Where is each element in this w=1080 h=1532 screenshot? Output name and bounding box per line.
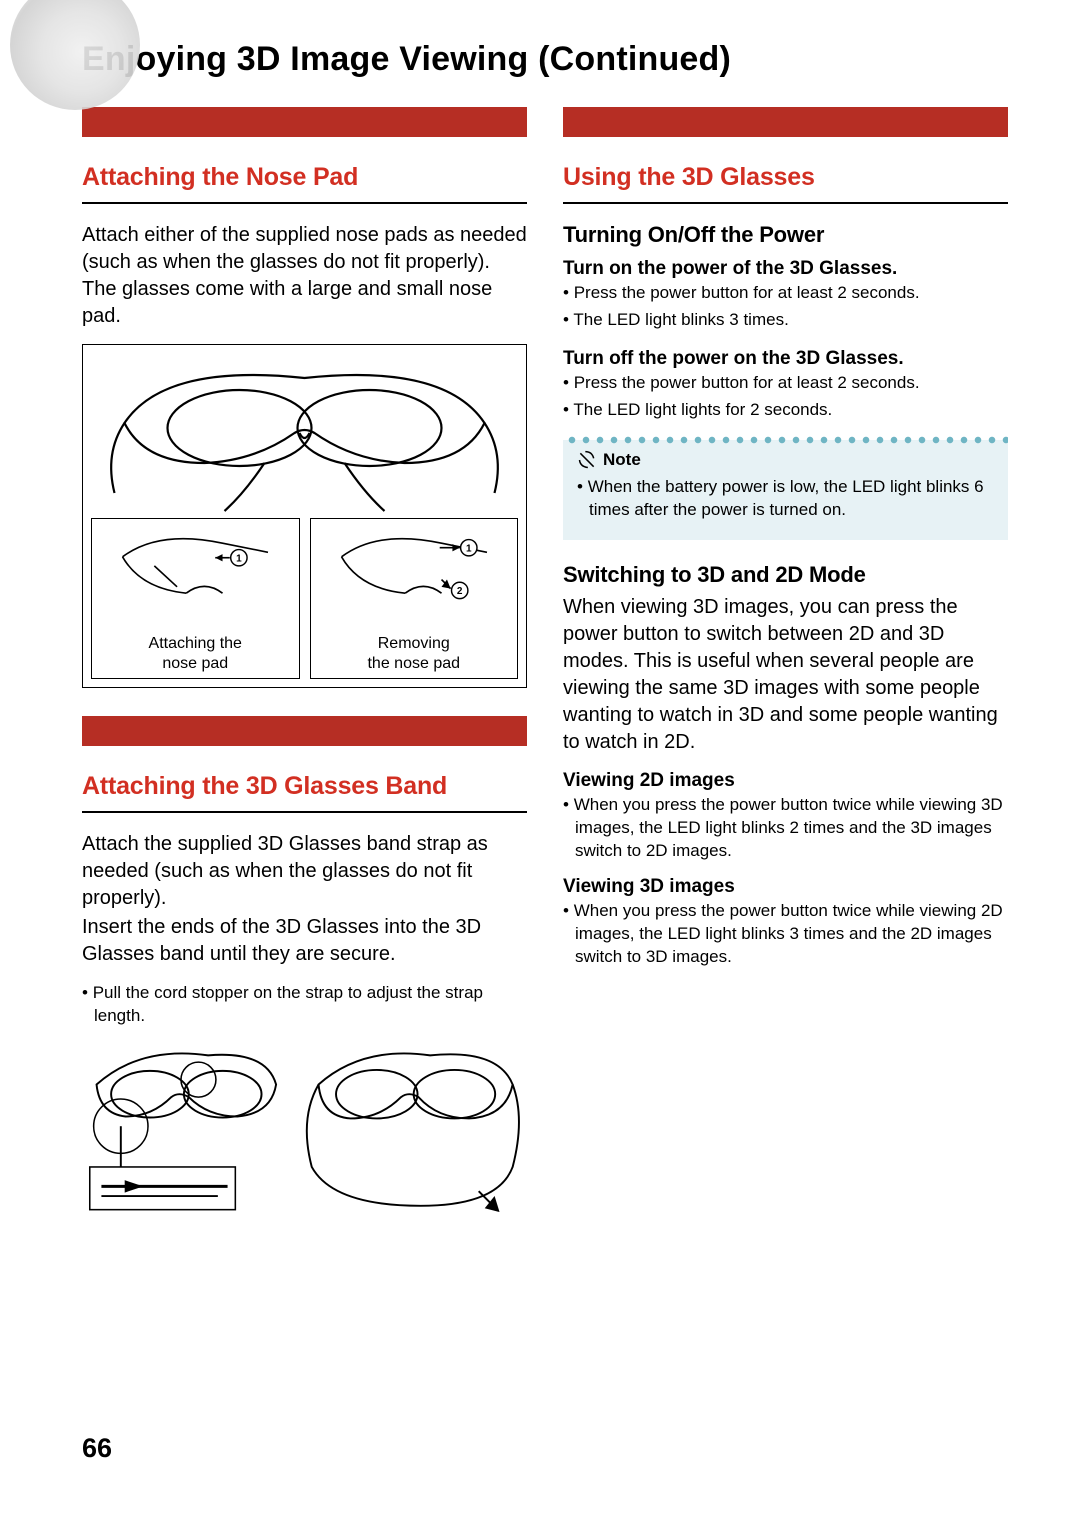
attach-caption-l2: nose pad	[162, 655, 228, 672]
section-heading-band: Attaching the 3D Glasses Band	[82, 772, 527, 813]
remove-nose-pad-diagram: 1 2	[315, 525, 514, 625]
remove-caption: Removing the nose pad	[315, 634, 514, 674]
nose-pad-figure: 1 Attaching the nose pad	[82, 344, 527, 688]
viewing-3d-b1: When you press the power button twice wh…	[563, 900, 1008, 969]
note-icon	[577, 450, 597, 470]
page-number: 66	[82, 1433, 112, 1464]
band-illustration-left	[82, 1038, 286, 1228]
note-text: When the battery power is low, the LED l…	[577, 476, 994, 522]
attach-caption: Attaching the nose pad	[96, 634, 295, 674]
note-box: Note When the battery power is low, the …	[563, 440, 1008, 540]
turn-off-b1: Press the power button for at least 2 se…	[563, 372, 1008, 395]
band-illustration-right	[304, 1038, 527, 1228]
turn-on-b2: The LED light blinks 3 times.	[563, 309, 1008, 332]
band-figure	[82, 1038, 527, 1228]
section-bar	[563, 107, 1008, 137]
manual-page: Enjoying 3D Image Viewing (Continued) At…	[0, 0, 1080, 1532]
band-bullet-1: Pull the cord stopper on the strap to ad…	[82, 982, 527, 1028]
left-column: Attaching the Nose Pad Attach either of …	[82, 107, 527, 1228]
turn-on-title: Turn on the power of the 3D Glasses.	[563, 258, 1008, 280]
section-bar	[82, 107, 527, 137]
turn-off-title: Turn off the power on the 3D Glasses.	[563, 348, 1008, 370]
band-body-2: Insert the ends of the 3D Glasses into t…	[82, 914, 527, 968]
remove-cell: 1 2 Removing the nose pad	[310, 518, 519, 679]
viewing-2d-b1: When you press the power button twice wh…	[563, 794, 1008, 863]
nose-pad-steps: 1 Attaching the nose pad	[91, 518, 518, 679]
attach-caption-l1: Attaching the	[149, 635, 242, 652]
section-bar	[82, 716, 527, 746]
viewing-3d-title: Viewing 3D images	[563, 876, 1008, 898]
nose-pad-body: Attach either of the supplied nose pads …	[82, 222, 527, 330]
remove-caption-l1: Removing	[378, 635, 450, 652]
subheading-power: Turning On/Off the Power	[563, 222, 1008, 248]
turn-off-b2: The LED light lights for 2 seconds.	[563, 399, 1008, 422]
right-column: Using the 3D Glasses Turning On/Off the …	[563, 107, 1008, 1228]
note-dots	[563, 436, 1008, 444]
subheading-mode: Switching to 3D and 2D Mode	[563, 562, 1008, 588]
section-heading-nose-pad: Attaching the Nose Pad	[82, 163, 527, 204]
note-title: Note	[577, 450, 994, 470]
glasses-illustration	[91, 353, 518, 513]
svg-text:1: 1	[466, 543, 472, 554]
turn-on-b1: Press the power button for at least 2 se…	[563, 282, 1008, 305]
page-title: Enjoying 3D Image Viewing (Continued)	[82, 40, 1008, 79]
svg-text:2: 2	[456, 586, 462, 597]
viewing-2d-title: Viewing 2D images	[563, 770, 1008, 792]
svg-text:1: 1	[236, 553, 242, 564]
attach-nose-pad-diagram: 1	[96, 525, 295, 625]
mode-body: When viewing 3D images, you can press th…	[563, 594, 1008, 756]
note-label: Note	[603, 450, 641, 470]
attach-cell: 1 Attaching the nose pad	[91, 518, 300, 679]
section-heading-using: Using the 3D Glasses	[563, 163, 1008, 204]
remove-caption-l2: the nose pad	[367, 655, 460, 672]
band-body-1: Attach the supplied 3D Glasses band stra…	[82, 831, 527, 912]
decorative-circle	[10, 0, 140, 110]
content-columns: Attaching the Nose Pad Attach either of …	[82, 107, 1008, 1228]
